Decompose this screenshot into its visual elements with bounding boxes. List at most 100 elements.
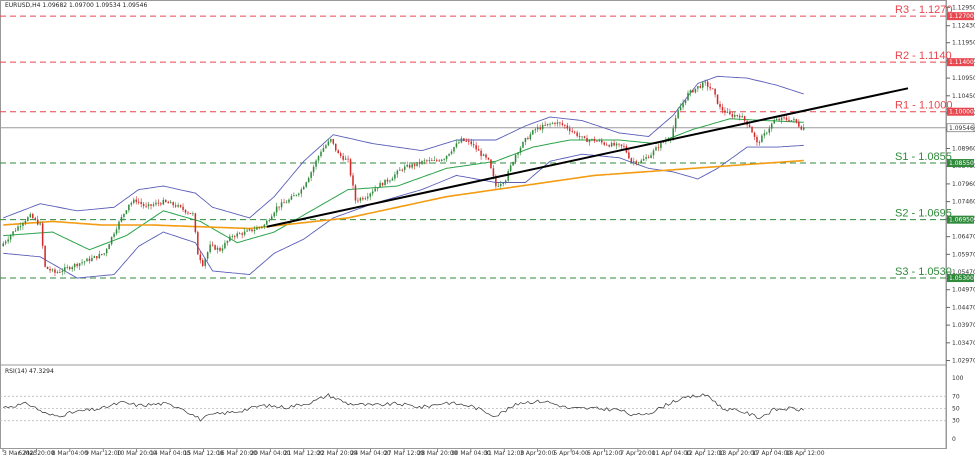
candle-body <box>386 179 389 182</box>
candle-body <box>32 214 34 219</box>
candle-body <box>640 160 642 163</box>
candle-body <box>290 196 293 200</box>
candle-body <box>305 182 307 187</box>
candle-body <box>342 155 344 160</box>
candle-body <box>780 117 783 121</box>
time-tick-label: 31 Mar 12:00 <box>484 450 524 456</box>
candle-body <box>500 184 502 186</box>
candle-body <box>453 147 455 152</box>
candle-body <box>571 131 573 132</box>
candle-body <box>206 252 209 259</box>
candle-body <box>576 132 578 137</box>
time-tick-label: 3 Apr 20:00 <box>520 450 555 456</box>
candle-body <box>177 205 179 207</box>
candle-body <box>273 212 275 217</box>
candle-body <box>495 176 497 187</box>
candle-body <box>381 183 384 186</box>
candle-body <box>110 236 113 245</box>
candle-body <box>559 122 561 124</box>
candle-body <box>248 229 251 231</box>
candle-body <box>194 213 197 233</box>
candle-body <box>61 271 64 273</box>
time-tick-label: 5 Apr 04:00 <box>553 450 588 456</box>
candle-body <box>522 141 524 148</box>
time-tick-label: 14 Mar 04:00 <box>150 450 190 456</box>
candle-body <box>790 120 793 122</box>
candle-body <box>418 162 421 164</box>
time-tick-label: 13 Apr 20:00 <box>719 450 758 456</box>
candle-body <box>768 128 771 133</box>
candle-body <box>588 140 591 143</box>
candle-body <box>256 227 258 230</box>
candle-body <box>795 119 798 123</box>
trendline <box>266 87 909 228</box>
candle-body <box>748 124 751 127</box>
level-tag-label: 1.11400 <box>949 59 974 66</box>
candle-body <box>714 88 716 95</box>
candle-body <box>497 185 500 187</box>
candle-body <box>645 157 647 159</box>
candle-body <box>573 131 576 133</box>
candle-body <box>465 140 468 142</box>
level-tag-label: 1.12700 <box>949 13 974 20</box>
price-tick-label: 1.03470 <box>952 340 975 347</box>
time-tick-label: 27 Mar 12:00 <box>384 450 424 456</box>
candle-body <box>83 261 86 263</box>
candle-body <box>389 180 391 182</box>
candle-body <box>12 231 14 236</box>
candle-body <box>593 138 596 141</box>
candle-body <box>115 229 118 234</box>
rsi-tick-label: 0 <box>952 436 956 443</box>
candle-body <box>22 223 24 226</box>
candle-body <box>263 224 266 227</box>
bollinger-lower <box>3 144 804 279</box>
price-tick-label: 1.07960 <box>952 181 975 188</box>
candle-body <box>270 216 273 221</box>
candle-body <box>307 177 310 183</box>
candle-body <box>519 147 522 153</box>
candle-body <box>88 258 91 261</box>
candle-body <box>490 159 492 169</box>
candle-body <box>591 138 593 141</box>
support-resistance-levels: R3 - 1.1270 R2 - 1.1140 R1 - 1.1000 S1 - 1.… <box>0 4 952 279</box>
candle-body <box>24 220 27 224</box>
level-tag-label: 1.06950 <box>949 217 974 224</box>
price-tick-label: 1.10950 <box>952 75 975 82</box>
rsi-tick-label: 30 <box>952 418 960 425</box>
candle-body <box>741 116 743 118</box>
price-tick-label: 1.05470 <box>952 269 975 276</box>
candle-body <box>347 158 349 160</box>
candle-body <box>448 153 450 156</box>
price-tick-label: 1.11950 <box>952 40 975 47</box>
candle-body <box>793 119 795 121</box>
candle-body <box>605 144 608 146</box>
candle-body <box>236 233 238 237</box>
candle-body <box>145 205 147 207</box>
candle-body <box>322 148 325 152</box>
candle-body <box>64 267 66 272</box>
price-tick-label: 1.04970 <box>952 287 975 294</box>
level-label: R1 - 1.1000 <box>895 100 952 112</box>
candle-body <box>583 136 586 139</box>
candle-body <box>142 203 145 206</box>
candle-body <box>266 220 268 225</box>
candle-body <box>330 139 332 142</box>
candle-body <box>216 247 219 250</box>
candle-body <box>374 188 376 192</box>
candle-body <box>160 203 162 205</box>
chart-title: EURUSD,H4 1.09682 1.09700 1.09534 1.0954… <box>5 2 147 9</box>
candle-body <box>169 202 172 204</box>
candle-body <box>421 161 423 164</box>
candle-body <box>93 256 96 258</box>
candle-body <box>652 150 655 156</box>
candle-body <box>480 150 482 156</box>
candle-body <box>637 162 640 164</box>
candle-body <box>536 127 539 130</box>
rsi-panel: 100 70 50 30 0 <box>0 375 964 443</box>
candle-body <box>803 127 805 130</box>
moving-average-fast <box>3 118 804 251</box>
candle-body <box>731 114 734 117</box>
candle-body <box>29 214 32 218</box>
level-tag <box>947 274 974 283</box>
